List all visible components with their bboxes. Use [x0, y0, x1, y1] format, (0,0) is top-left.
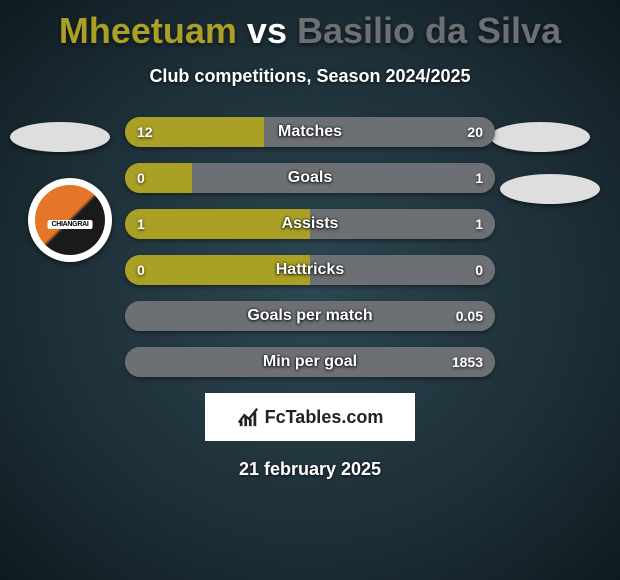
stat-bar: Assists1 1	[125, 209, 495, 239]
stat-value-right: 1	[475, 163, 483, 193]
date-text: 21 february 2025	[0, 459, 620, 480]
club-flag-right	[500, 174, 600, 204]
country-flag-right	[490, 122, 590, 152]
stat-bar: Goals per match0.05	[125, 301, 495, 331]
club-badge-text: CHIANGRAI	[48, 220, 93, 229]
stat-bar: Goals0 1	[125, 163, 495, 193]
stat-label: Matches	[125, 117, 495, 147]
stat-value-left: 12	[137, 117, 153, 147]
comparison-title: Mheetuam vs Basilio da Silva	[0, 0, 620, 52]
stats-bars: Matches1220Goals01Assists11Hattricks00Go…	[125, 117, 495, 377]
stat-value-right: 1853	[452, 347, 483, 377]
country-flag-left	[10, 122, 110, 152]
stat-value-right: 0.05	[456, 301, 483, 331]
title-player2: Basilio da Silva	[297, 10, 561, 51]
attribution-badge: FcTables.com	[205, 393, 415, 441]
stat-bar: Hattricks0 0	[125, 255, 495, 285]
attribution-text: FcTables.com	[265, 407, 384, 428]
stat-label: Assists	[125, 209, 495, 239]
title-vs: vs	[247, 10, 287, 51]
stat-bar: Matches12 20	[125, 117, 495, 147]
stat-label: Min per goal	[125, 347, 495, 377]
club-badge-left: CHIANGRAI	[28, 178, 112, 262]
club-badge-graphic: CHIANGRAI	[35, 185, 105, 255]
subtitle: Club competitions, Season 2024/2025	[0, 66, 620, 87]
stat-label: Goals	[125, 163, 495, 193]
chart-icon	[237, 406, 259, 428]
stat-value-right: 0	[475, 255, 483, 285]
stat-bar: Min per goal1853	[125, 347, 495, 377]
title-player1: Mheetuam	[59, 10, 237, 51]
stat-value-left: 0	[137, 255, 145, 285]
stat-value-right: 1	[475, 209, 483, 239]
stat-value-right: 20	[467, 117, 483, 147]
stat-value-left: 1	[137, 209, 145, 239]
stat-label: Goals per match	[125, 301, 495, 331]
stat-label: Hattricks	[125, 255, 495, 285]
stat-value-left: 0	[137, 163, 145, 193]
